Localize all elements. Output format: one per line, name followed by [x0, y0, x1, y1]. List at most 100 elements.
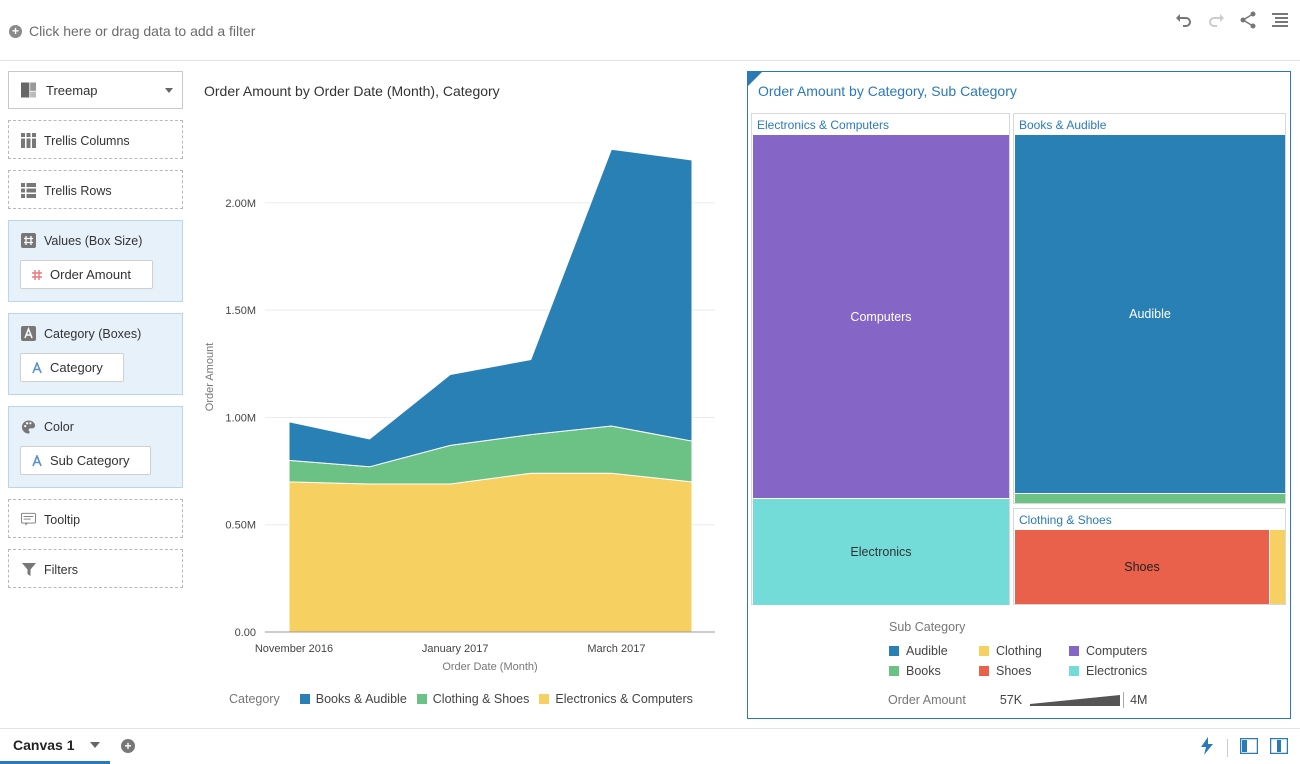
legend-label: Books — [906, 664, 941, 678]
legend-swatch — [1069, 666, 1079, 676]
redo-icon[interactable] — [1206, 10, 1226, 30]
group-title: Clothing & Shoes — [1019, 513, 1112, 527]
treemap-box-books[interactable] — [1015, 494, 1285, 503]
values-label: Values (Box Size) — [44, 233, 143, 248]
area-series-electronics-computers[interactable] — [288, 472, 693, 633]
order-amount-size-legend: Order Amount 57K 4M — [888, 692, 1147, 708]
legend-title: Category — [229, 692, 280, 706]
tooltip-drop[interactable]: Tooltip — [8, 499, 183, 538]
legend-item-clothing[interactable]: Clothing — [979, 644, 1069, 658]
treemap-box-audible[interactable]: Audible — [1015, 135, 1285, 493]
tooltip-icon — [21, 512, 36, 527]
x-axis-title: Order Date (Month) — [442, 661, 537, 673]
bottom-toolbar — [1199, 737, 1289, 758]
area-chart-title: Order Amount by Order Date (Month), Cate… — [204, 83, 500, 99]
treemap-group-books-audible[interactable]: Books & Audible Audible — [1013, 113, 1286, 504]
legend-swatch — [889, 646, 899, 656]
legend-swatch — [539, 694, 550, 704]
treemap-group-clothing-shoes[interactable]: Clothing & Shoes Shoes — [1013, 508, 1286, 605]
legend-item-clothing-shoes[interactable]: Clothing & Shoes — [416, 692, 529, 706]
legend-item-books[interactable]: Books — [889, 664, 979, 678]
columns-icon — [21, 133, 36, 148]
box-label: Computers — [850, 309, 912, 324]
sub-category-pill[interactable]: Sub Category — [20, 446, 151, 475]
size-legend-title: Order Amount — [888, 693, 966, 707]
trellis-rows-drop[interactable]: Trellis Rows — [8, 170, 183, 209]
legend-item-computers[interactable]: Computers — [1069, 644, 1179, 658]
legend-swatch — [1069, 646, 1079, 656]
treemap-title: Order Amount by Category, Sub Category — [758, 83, 1017, 99]
legend-item-shoes[interactable]: Shoes — [979, 664, 1069, 678]
category-pill[interactable]: Category — [20, 353, 124, 382]
y-axis-title: Order Amount — [204, 343, 216, 411]
menu-icon[interactable] — [1270, 10, 1290, 30]
size-legend-max: 4M — [1130, 693, 1148, 707]
trellis-columns-drop[interactable]: Trellis Columns — [8, 120, 183, 159]
add-filter-text[interactable]: Click here or drag data to add a filter — [29, 23, 256, 39]
viz-type-label: Treemap — [46, 82, 98, 98]
treemap-icon — [21, 82, 36, 98]
funnel-icon — [21, 562, 36, 577]
size-legend-min: 57K — [999, 693, 1023, 707]
add-filter-icon[interactable]: + — [9, 24, 22, 38]
color-drop[interactable]: Color Sub Category — [8, 406, 183, 488]
category-label: Category (Boxes) — [44, 326, 142, 341]
toggle-data-panel-icon[interactable] — [1239, 737, 1259, 757]
legend-item-books-audible[interactable]: Books & Audible — [299, 692, 407, 706]
category-drop[interactable]: Category (Boxes) Category — [8, 313, 183, 395]
sub-category-legend: Sub Category Audible Clothing Computers … — [889, 620, 1179, 678]
chevron-down-icon[interactable] — [90, 742, 101, 748]
x-tick-label: January 2017 — [422, 643, 489, 655]
treemap-box-computers[interactable]: Computers — [753, 135, 1009, 498]
size-ramp-icon — [1030, 692, 1125, 708]
palette-icon — [21, 419, 36, 434]
legend-label: Audible — [906, 644, 948, 658]
values-drop[interactable]: Values (Box Size) Order Amount — [8, 220, 183, 302]
canvas-tab-label: Canvas 1 — [13, 737, 75, 753]
legend-item-electronics-computers[interactable]: Electronics & Computers — [539, 692, 693, 706]
treemap-box-shoes[interactable]: Shoes — [1015, 530, 1269, 604]
legend-label: Computers — [1086, 644, 1148, 658]
divider — [1227, 738, 1228, 757]
add-canvas-icon[interactable]: + — [121, 739, 135, 753]
share-icon[interactable] — [1238, 10, 1258, 30]
filters-drop[interactable]: Filters — [8, 549, 183, 588]
chevron-down-icon[interactable] — [165, 88, 173, 93]
legend-swatch — [979, 646, 989, 656]
y-tick-label: 0.00 — [235, 627, 256, 639]
color-label: Color — [44, 419, 74, 434]
legend-label: Electronics — [1086, 664, 1148, 678]
y-tick-label: 1.00M — [225, 412, 256, 424]
y-tick-label: 0.50M — [225, 520, 256, 532]
filter-bar: + Click here or drag data to add a filte… — [0, 0, 1300, 61]
attribute-icon — [29, 453, 44, 468]
category-pill-label: Category — [50, 360, 103, 375]
canvas-bar: Canvas 1 + — [0, 728, 1300, 764]
legend-label: Shoes — [996, 664, 1032, 678]
group-title: Electronics & Computers — [757, 118, 890, 132]
legend-label: Electronics & Computers — [555, 692, 693, 706]
viz-type-select[interactable]: Treemap — [8, 71, 183, 109]
area-series-books-audible[interactable] — [288, 150, 693, 468]
legend-swatch — [889, 666, 899, 676]
y-tick-label: 2.00M — [225, 198, 256, 210]
x-tick-label: November 2016 — [255, 643, 333, 655]
order-amount-pill[interactable]: Order Amount — [20, 260, 153, 289]
canvas-tab[interactable]: Canvas 1 — [0, 729, 110, 764]
add-filter-area[interactable]: + Click here or drag data to add a filte… — [9, 23, 255, 39]
treemap-box-electronics[interactable]: Electronics — [753, 499, 1009, 605]
hash-icon — [21, 233, 36, 248]
treemap-box-clothing[interactable] — [1270, 530, 1285, 604]
treemap-group-electronics-computers[interactable]: Electronics & Computers Computers Electr… — [751, 113, 1010, 605]
order-amount-pill-label: Order Amount — [50, 267, 131, 282]
legend-item-electronics[interactable]: Electronics — [1069, 664, 1179, 678]
treemap-panel[interactable]: Order Amount by Category, Sub Category E… — [747, 71, 1291, 719]
toggle-grammar-panel-icon[interactable] — [1269, 737, 1289, 757]
auto-apply-icon[interactable] — [1199, 737, 1215, 758]
sub-category-pill-label: Sub Category — [50, 453, 130, 468]
undo-icon[interactable] — [1174, 10, 1194, 30]
area-chart[interactable]: 0.00 0.50M 1.00M 1.50M 2.00M November 2016 Jan… — [195, 150, 725, 685]
legend-label: Clothing — [996, 644, 1042, 658]
legend-item-audible[interactable]: Audible — [889, 644, 979, 658]
legend-label: Books & Audible — [315, 692, 407, 706]
